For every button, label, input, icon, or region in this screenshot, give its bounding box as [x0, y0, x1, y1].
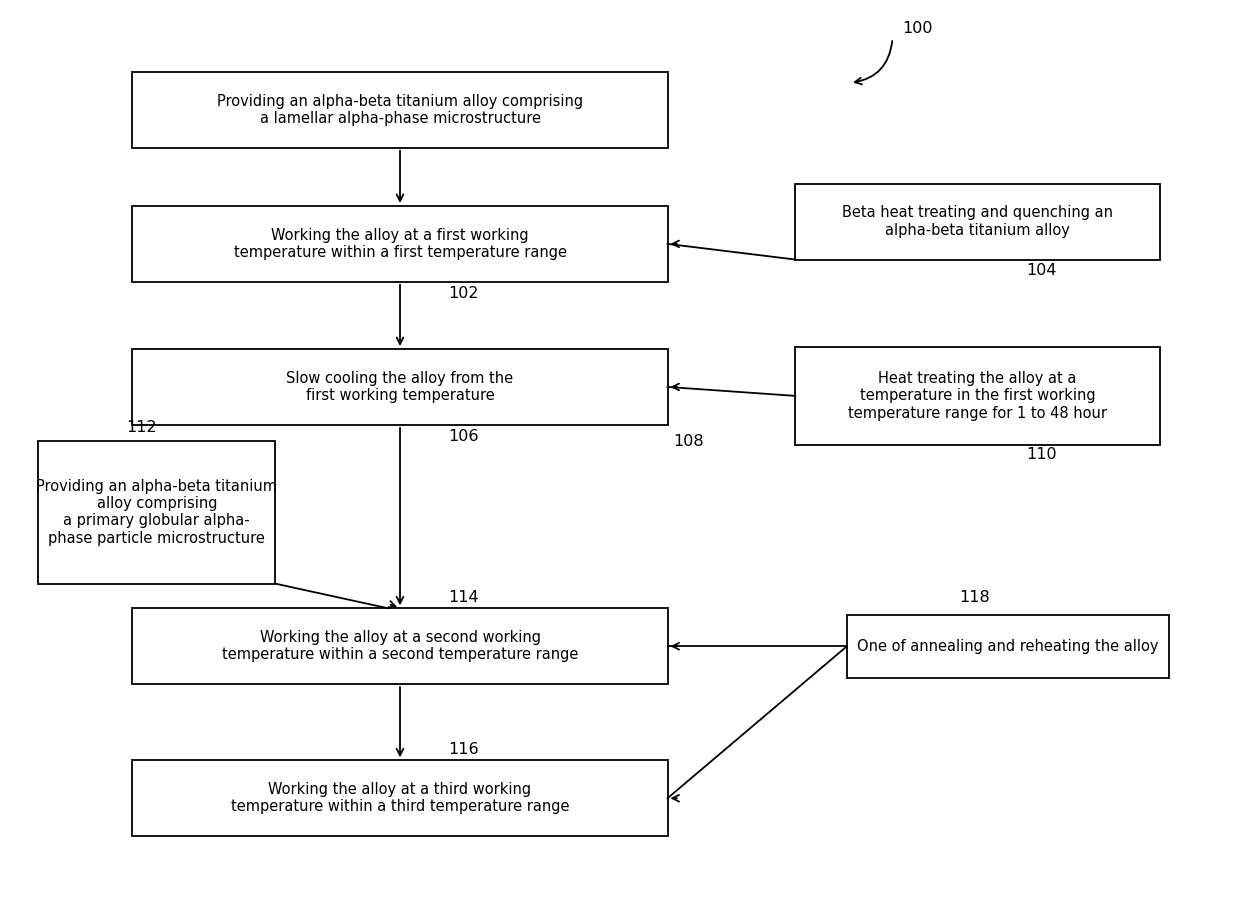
Text: 112: 112 — [126, 419, 157, 435]
Text: 118: 118 — [960, 589, 991, 605]
Text: 102: 102 — [449, 285, 479, 301]
Text: 114: 114 — [449, 589, 480, 605]
FancyBboxPatch shape — [38, 440, 275, 584]
Text: 106: 106 — [449, 429, 479, 444]
Text: 108: 108 — [673, 434, 704, 449]
FancyBboxPatch shape — [133, 608, 667, 685]
Text: Working the alloy at a second working
temperature within a second temperature ra: Working the alloy at a second working te… — [222, 630, 578, 663]
Text: Beta heat treating and quenching an
alpha-beta titanium alloy: Beta heat treating and quenching an alph… — [842, 205, 1114, 238]
Text: 116: 116 — [449, 742, 480, 756]
Text: 100: 100 — [903, 21, 932, 35]
Text: Working the alloy at a first working
temperature within a first temperature rang: Working the alloy at a first working tem… — [233, 228, 567, 260]
Text: One of annealing and reheating the alloy: One of annealing and reheating the alloy — [857, 638, 1159, 654]
Text: Slow cooling the alloy from the
first working temperature: Slow cooling the alloy from the first wo… — [286, 370, 513, 403]
FancyBboxPatch shape — [133, 206, 667, 281]
Text: Providing an alpha-beta titanium
alloy comprising
a primary globular alpha-
phas: Providing an alpha-beta titanium alloy c… — [36, 479, 278, 546]
Text: 104: 104 — [1027, 263, 1056, 278]
Text: Providing an alpha-beta titanium alloy comprising
a lamellar alpha-phase microst: Providing an alpha-beta titanium alloy c… — [217, 94, 583, 126]
FancyBboxPatch shape — [133, 760, 667, 836]
Text: Working the alloy at a third working
temperature within a third temperature rang: Working the alloy at a third working tem… — [231, 782, 569, 814]
Text: Heat treating the alloy at a
temperature in the first working
temperature range : Heat treating the alloy at a temperature… — [848, 371, 1107, 420]
FancyBboxPatch shape — [795, 183, 1161, 260]
FancyBboxPatch shape — [133, 349, 667, 425]
Text: 110: 110 — [1027, 447, 1056, 461]
FancyBboxPatch shape — [847, 615, 1169, 677]
FancyBboxPatch shape — [795, 347, 1161, 445]
FancyBboxPatch shape — [133, 72, 667, 148]
